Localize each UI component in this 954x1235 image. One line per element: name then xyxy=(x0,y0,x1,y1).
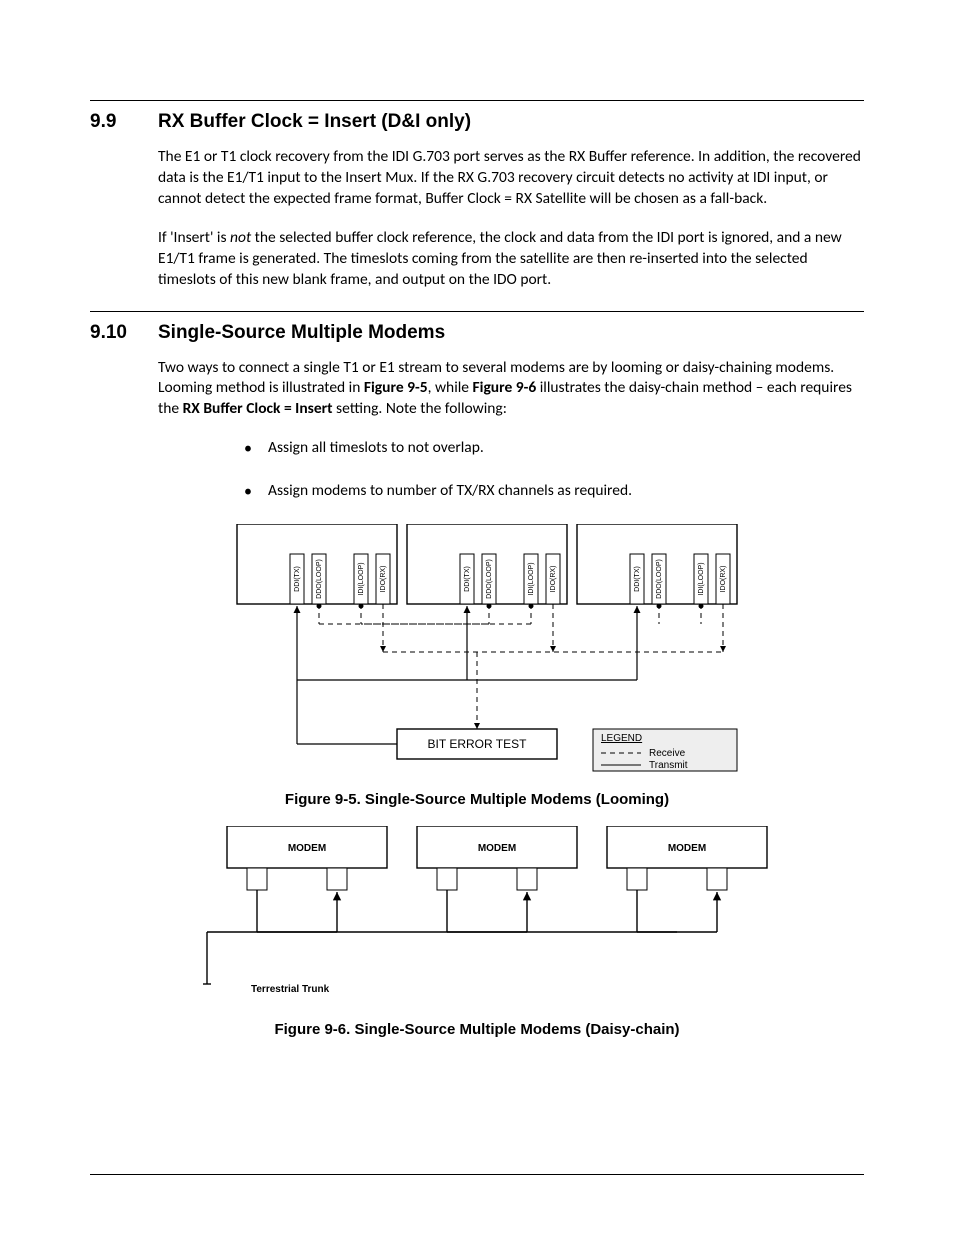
list-item: Assign all timeslots to not overlap. xyxy=(268,438,864,459)
section-body-9-10: Two ways to connect a single T1 or E1 st… xyxy=(158,358,864,503)
figure-9-6: MODEM MODEM MODEM Terrestrial Trunk xyxy=(90,826,864,1011)
figure-9-5: DDI(TX) DDO(LOOP) IDI(LOOP) IDO(RX) DDI(TX) D… xyxy=(90,524,864,781)
paragraph: If 'Insert' is not the selected buffer c… xyxy=(158,228,864,291)
list-item: Assign modems to number of TX/RX channel… xyxy=(268,481,864,502)
section-header-9-10: 9.10 Single-Source Multiple Modems xyxy=(90,322,864,344)
footer-rule xyxy=(90,1174,864,1175)
figure-9-5-svg: DDI(TX) DDO(LOOP) IDI(LOOP) IDO(RX) DDI(TX) D… xyxy=(197,524,757,776)
svg-text:DDI(TX): DDI(TX) xyxy=(634,566,641,592)
svg-text:MODEM: MODEM xyxy=(288,843,326,854)
svg-text:Terrestrial Trunk: Terrestrial Trunk xyxy=(251,984,330,995)
paragraph: The E1 or T1 clock recovery from the IDI… xyxy=(158,147,864,210)
svg-text:MODEM: MODEM xyxy=(668,843,706,854)
svg-text:IDO(RX): IDO(RX) xyxy=(380,566,387,593)
svg-text:MODEM: MODEM xyxy=(478,843,516,854)
svg-text:DDO(LOOP): DDO(LOOP) xyxy=(486,559,493,599)
svg-text:LEGEND: LEGEND xyxy=(601,733,642,744)
bullet-list: Assign all timeslots to not overlap. Ass… xyxy=(158,438,864,502)
section-header-9-9: 9.9 RX Buffer Clock = Insert (D&I only) xyxy=(90,111,864,133)
figure-caption: Figure 9-6. Single-Source Multiple Modem… xyxy=(90,1021,864,1038)
section-body-9-9: The E1 or T1 clock recovery from the IDI… xyxy=(158,147,864,291)
section-number: 9.9 xyxy=(90,111,158,133)
svg-text:IDI(LOOP): IDI(LOOP) xyxy=(358,563,365,596)
svg-text:DDI(TX): DDI(TX) xyxy=(294,566,301,592)
svg-text:DDO(LOOP): DDO(LOOP) xyxy=(656,559,663,599)
svg-text:IDO(RX): IDO(RX) xyxy=(550,566,557,593)
svg-text:Transmit: Transmit xyxy=(649,760,688,771)
figure-caption: Figure 9-5. Single-Source Multiple Modem… xyxy=(90,791,864,808)
svg-text:DDO(LOOP): DDO(LOOP) xyxy=(316,559,323,599)
section-title: Single-Source Multiple Modems xyxy=(158,322,445,344)
svg-text:IDO(RX): IDO(RX) xyxy=(720,566,727,593)
svg-text:IDI(LOOP): IDI(LOOP) xyxy=(528,563,535,596)
svg-text:IDI(LOOP): IDI(LOOP) xyxy=(698,563,705,596)
section-title: RX Buffer Clock = Insert (D&I only) xyxy=(158,111,471,133)
svg-text:BIT ERROR TEST: BIT ERROR TEST xyxy=(428,737,528,751)
section-number: 9.10 xyxy=(90,322,158,344)
svg-text:Receive: Receive xyxy=(649,748,686,759)
section-rule xyxy=(90,311,864,312)
svg-text:DDI(TX): DDI(TX) xyxy=(464,566,471,592)
section-rule xyxy=(90,100,864,101)
figure-9-6-svg: MODEM MODEM MODEM Terrestrial Trunk xyxy=(167,826,787,1006)
paragraph: Two ways to connect a single T1 or E1 st… xyxy=(158,358,864,421)
